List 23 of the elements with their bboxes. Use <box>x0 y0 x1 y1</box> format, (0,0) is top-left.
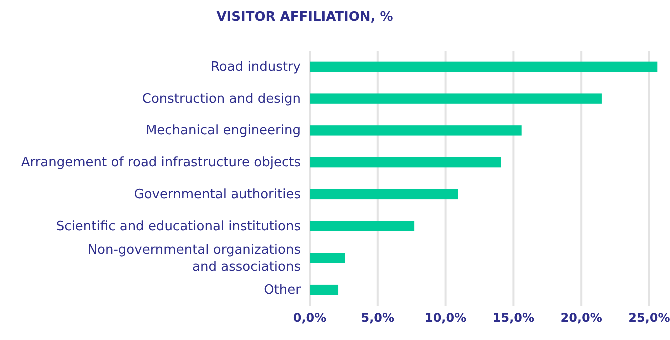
x-tick-label: 20,0% <box>560 311 602 325</box>
y-tick-label: Mechanical engineering <box>146 123 301 138</box>
bar <box>310 94 602 104</box>
bar <box>310 284 339 296</box>
x-tick-label: 5,0% <box>361 311 395 325</box>
x-tick-label: 15,0% <box>492 311 535 325</box>
y-tick-label: Non-governmental organizations and associations <box>88 242 302 275</box>
y-tick-label: Construction and design <box>142 91 301 106</box>
y-tick-label: Governmental authorities <box>134 186 302 202</box>
y-tick-label: Other <box>264 282 302 298</box>
y-tick-label: Road industry <box>210 59 302 74</box>
x-tick-label: 10,0% <box>424 311 467 325</box>
bar <box>310 253 346 264</box>
x-tick-label: 25,0% <box>628 311 670 325</box>
bar <box>310 221 415 232</box>
bar <box>310 126 522 136</box>
chart-title: VISITOR AFFILIATION, % <box>216 10 394 25</box>
bar <box>310 189 458 200</box>
bar <box>310 62 658 72</box>
y-tick-label: Arrangement of road infrastructure objects <box>21 155 302 170</box>
x-tick-label: 0,0% <box>293 311 327 325</box>
y-tick-label: Scientific and educational institutions <box>56 218 302 234</box>
bar <box>310 157 502 168</box>
